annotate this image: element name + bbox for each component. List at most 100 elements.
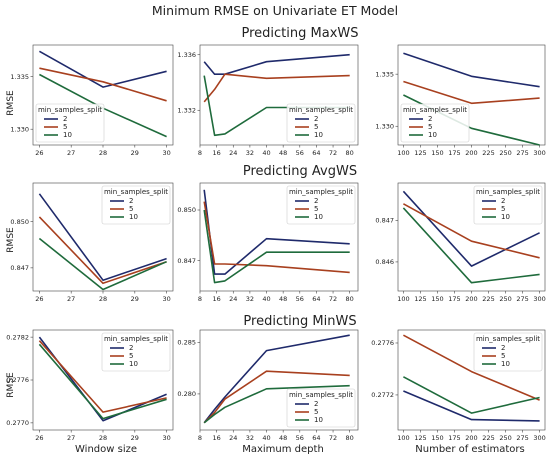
x-tick-label: 64 (312, 434, 320, 442)
series-line-10 (203, 384, 350, 424)
legend-title: min_samples_split (476, 188, 540, 196)
y-tick-label: 0.850 (10, 218, 29, 226)
x-tick-label: 30 (162, 295, 170, 303)
series-line-5 (203, 370, 350, 424)
series-line-5 (203, 201, 350, 274)
legend-entry-2: 2 (63, 115, 67, 123)
legend-title: min_samples_split (289, 391, 353, 399)
legend-entry-5: 5 (63, 123, 67, 131)
x-tick-label: 200 (465, 149, 477, 157)
x-tick-label: 56 (296, 295, 304, 303)
x-tick-label: 275 (516, 295, 528, 303)
y-tick-label: 1.336 (177, 51, 196, 59)
x-tick-label: 32 (246, 434, 254, 442)
legend-entry-5: 5 (314, 408, 318, 416)
legend-entry-2: 2 (501, 197, 505, 205)
ylabel-minws: RMSE (6, 372, 16, 398)
x-tick-label: 275 (516, 149, 528, 157)
x-tick-label: 150 (431, 149, 443, 157)
x-tick-label: 200 (465, 295, 477, 303)
x-tick-label: 80 (346, 295, 354, 303)
subplot-minws-estimators: 100 125 150 175 200 225 250 275 300 0.2772 0.2776 m… (371, 329, 546, 442)
y-tick-label: 0.285 (177, 339, 196, 347)
x-tick-label: 200 (465, 434, 477, 442)
subplot-grid: 26 27 28 29 301.3301.335min_samples_split251… (6, 44, 546, 442)
legend-box (286, 388, 356, 428)
x-tick-label: 300 (533, 434, 545, 442)
x-tick-label: 150 (431, 434, 443, 442)
x-tick-label: 56 (296, 434, 304, 442)
x-tick-label: 250 (499, 434, 511, 442)
legend-title: min_samples_split (104, 335, 168, 343)
y-tick-label: 0.846 (375, 258, 394, 266)
legend-entry-10: 10 (129, 213, 138, 221)
x-tick-label: 26 (35, 149, 43, 157)
x-tick-label: 64 (312, 149, 320, 157)
y-tick-label: 1.335 (10, 73, 29, 81)
series-line-5 (403, 334, 540, 401)
x-tick-label: 27 (67, 295, 75, 303)
y-tick-label: 0.847 (375, 217, 394, 225)
y-tick-label: 1.335 (375, 70, 394, 78)
subplot-maxws-depth: 8 16 24 32 40 48 56 64 72 80 1.332 1.336 min_samples… (177, 44, 359, 157)
y-tick-label: 0.850 (177, 206, 196, 214)
legend-box (473, 185, 543, 225)
x-tick-label: 64 (312, 295, 320, 303)
series-line-5 (39, 67, 167, 102)
x-tick-label: 100 (397, 434, 409, 442)
legend-entry-5: 5 (129, 205, 133, 213)
series-line-5 (38, 340, 167, 413)
legend-title: min_samples_split (289, 106, 353, 114)
x-tick-label: 24 (229, 149, 237, 157)
legend-title: min_samples_split (38, 106, 102, 114)
legend-title: min_samples_split (104, 188, 168, 196)
ylabel-avgws: RMSE (6, 227, 16, 253)
row-title-avgws: Predicting AvgWS (243, 164, 357, 179)
legend-entry-10: 10 (314, 213, 323, 221)
x-tick-label: 8 (198, 434, 202, 442)
x-tick-label: 48 (279, 434, 287, 442)
legend-entry-10: 10 (314, 416, 323, 424)
y-tick-label: 1.330 (10, 125, 29, 133)
legend-box (35, 103, 105, 143)
axes-frame (199, 329, 359, 431)
subplot-minws-window: 26 27 28 29 30 0.2770 0.2776 0.2782 min_samples_… (6, 329, 174, 442)
subplot-avgws-depth: 8 16 24 32 40 48 56 64 72 80 0.847 0.850 min_samples… (177, 182, 359, 303)
y-tick-label: 0.2772 (371, 391, 394, 399)
x-tick-label: 24 (229, 295, 237, 303)
legend-entry-5: 5 (129, 352, 133, 360)
legend-entry-10: 10 (314, 131, 323, 139)
x-tick-label: 72 (329, 295, 337, 303)
ylabel-maxws: RMSE (6, 90, 16, 116)
series-line-2 (403, 52, 540, 88)
x-tick-label: 40 (262, 434, 270, 442)
legend-entry-5: 5 (428, 123, 432, 131)
x-tick-label: 225 (482, 295, 494, 303)
subplot-maxws-window: 26 27 28 29 30 1.330 1.335 min_samples_split251… (10, 44, 174, 157)
legend-entry-2: 2 (314, 115, 318, 123)
x-tick-label: 29 (131, 149, 139, 157)
legend-title: min_samples_split (403, 106, 467, 114)
x-tick-label: 16 (212, 434, 220, 442)
x-tick-label: 125 (414, 295, 426, 303)
series-line-5 (403, 80, 540, 105)
x-tick-label: 72 (329, 149, 337, 157)
x-tick-label: 100 (397, 295, 409, 303)
x-tick-label: 48 (279, 149, 287, 157)
series-line-2 (403, 390, 540, 422)
series-line-10 (38, 343, 167, 420)
y-tick-label: 0.2782 (6, 333, 29, 341)
series-line-2 (203, 53, 350, 75)
x-tick-label: 32 (246, 149, 254, 157)
legend-entry-2: 2 (314, 400, 318, 408)
subplot-avgws-window: 26 27 28 29 30 0.847 0.850 min_samples_split251… (10, 182, 174, 303)
axes-frame (199, 44, 359, 146)
legend-entry-5: 5 (314, 123, 318, 131)
legend-entry-10: 10 (501, 360, 510, 368)
legend-entry-2: 2 (129, 197, 133, 205)
legend-entry-2: 2 (428, 115, 432, 123)
x-tick-label: 29 (131, 434, 139, 442)
